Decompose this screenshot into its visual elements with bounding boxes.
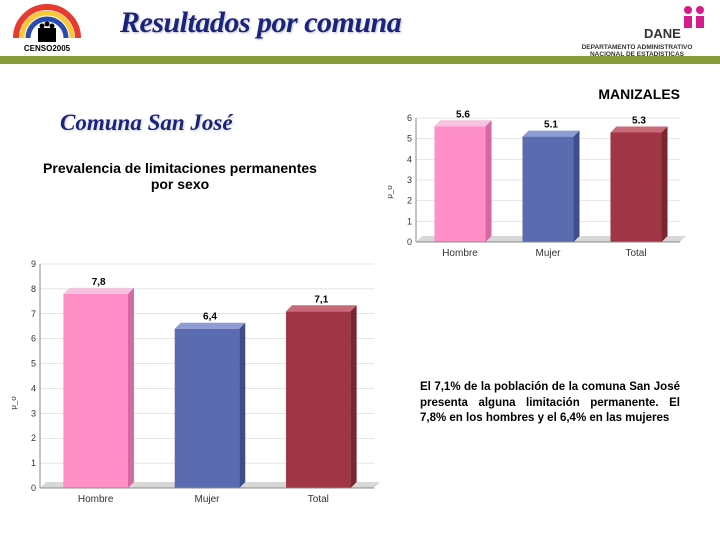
page-title: Resultados por comuna bbox=[120, 6, 401, 40]
svg-text:2: 2 bbox=[31, 433, 36, 443]
svg-text:0: 0 bbox=[31, 483, 36, 493]
svg-text:p_o: p_o bbox=[12, 396, 18, 410]
svg-text:6: 6 bbox=[31, 334, 36, 344]
svg-text:4: 4 bbox=[31, 383, 36, 393]
svg-text:6: 6 bbox=[407, 113, 412, 123]
svg-text:1: 1 bbox=[407, 216, 412, 226]
dane-subtitle: DEPARTAMENTO ADMINISTRATIVO NACIONAL DE … bbox=[562, 44, 712, 58]
svg-text:5.1: 5.1 bbox=[544, 120, 558, 131]
svg-text:0: 0 bbox=[407, 237, 412, 247]
svg-text:Hombre: Hombre bbox=[78, 494, 114, 505]
svg-text:3: 3 bbox=[407, 175, 412, 185]
svg-text:5: 5 bbox=[407, 134, 412, 144]
header-bar: CENSO2005 Resultados por comuna DANE DEP… bbox=[0, 0, 720, 64]
svg-text:7,1: 7,1 bbox=[314, 294, 328, 305]
svg-text:p_o: p_o bbox=[388, 185, 394, 199]
svg-text:4: 4 bbox=[407, 154, 412, 164]
analysis-text: El 7,1% de la población de la comuna San… bbox=[420, 380, 680, 427]
svg-text:7,8: 7,8 bbox=[92, 277, 106, 288]
svg-text:CENSO2005: CENSO2005 bbox=[24, 44, 71, 53]
svg-text:5.3: 5.3 bbox=[632, 115, 646, 126]
chart-bottom: 0 1 2 3 4 5 6 7 8 9 7,8 Hombre 6,4 Mujer 7,1 Total p_o bbox=[12, 250, 382, 510]
svg-text:5.6: 5.6 bbox=[456, 109, 470, 120]
city-label: MANIZALES bbox=[598, 86, 680, 102]
svg-text:Total: Total bbox=[625, 248, 646, 259]
svg-text:Total: Total bbox=[308, 494, 329, 505]
svg-text:1: 1 bbox=[31, 458, 36, 468]
chart-subtitle: Prevalencia de limitaciones permanentes … bbox=[30, 160, 330, 192]
svg-text:7: 7 bbox=[31, 309, 36, 319]
svg-text:2: 2 bbox=[407, 196, 412, 206]
svg-text:DANE: DANE bbox=[644, 26, 681, 41]
svg-text:8: 8 bbox=[31, 284, 36, 294]
censo-logo: CENSO2005 bbox=[8, 2, 86, 54]
comuna-title: Comuna San José bbox=[60, 110, 233, 136]
dane-logo: DANE bbox=[640, 4, 710, 44]
svg-text:3: 3 bbox=[31, 408, 36, 418]
svg-text:9: 9 bbox=[31, 259, 36, 269]
svg-text:Hombre: Hombre bbox=[442, 248, 478, 259]
svg-text:6,4: 6,4 bbox=[203, 312, 217, 323]
svg-text:Mujer: Mujer bbox=[194, 494, 220, 505]
svg-text:5: 5 bbox=[31, 359, 36, 369]
svg-text:Mujer: Mujer bbox=[535, 248, 561, 259]
chart-top: 0 1 2 3 4 5 6 5.6 Hombre 5.1 Mujer 5.3 Total p_o bbox=[388, 104, 688, 264]
